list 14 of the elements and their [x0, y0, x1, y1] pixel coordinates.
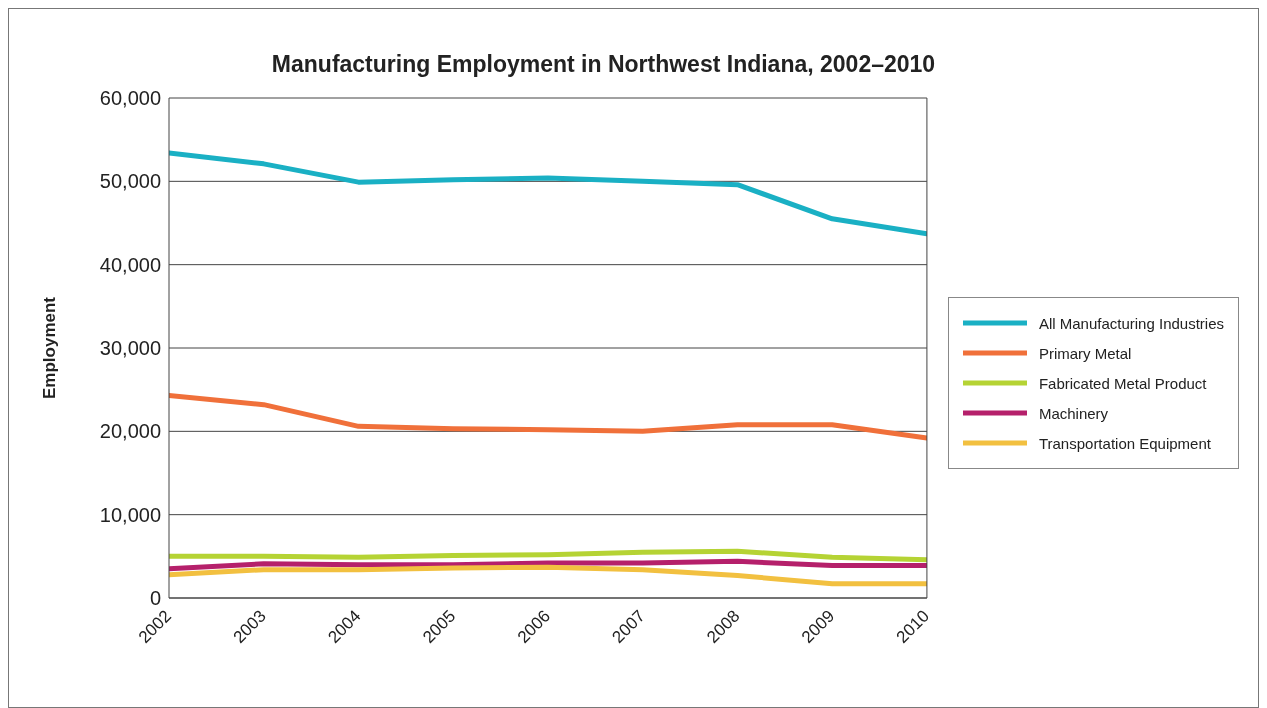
y-tick-label: 20,000 [99, 420, 161, 443]
y-tick-label: 50,000 [99, 170, 161, 193]
y-tick-label: 30,000 [99, 337, 161, 360]
legend-label: Primary Metal [1038, 344, 1132, 362]
y-tick-label: 10,000 [99, 503, 161, 526]
chart-title: Manufacturing Employment in Northwest Indiana, 2002–2010 [270, 51, 937, 78]
legend-label: Transportation Equipment [1038, 434, 1211, 452]
legend-label: All Manufacturing Industries [1038, 314, 1224, 332]
y-tick-label: 0 [149, 587, 161, 610]
y-tick-label: 60,000 [99, 87, 161, 110]
y-tick-label: 40,000 [99, 253, 161, 276]
y-axis-title: Employment [40, 296, 60, 400]
legend-label: Machinery [1038, 404, 1109, 422]
legend-label: Fabricated Metal Product [1038, 374, 1207, 392]
